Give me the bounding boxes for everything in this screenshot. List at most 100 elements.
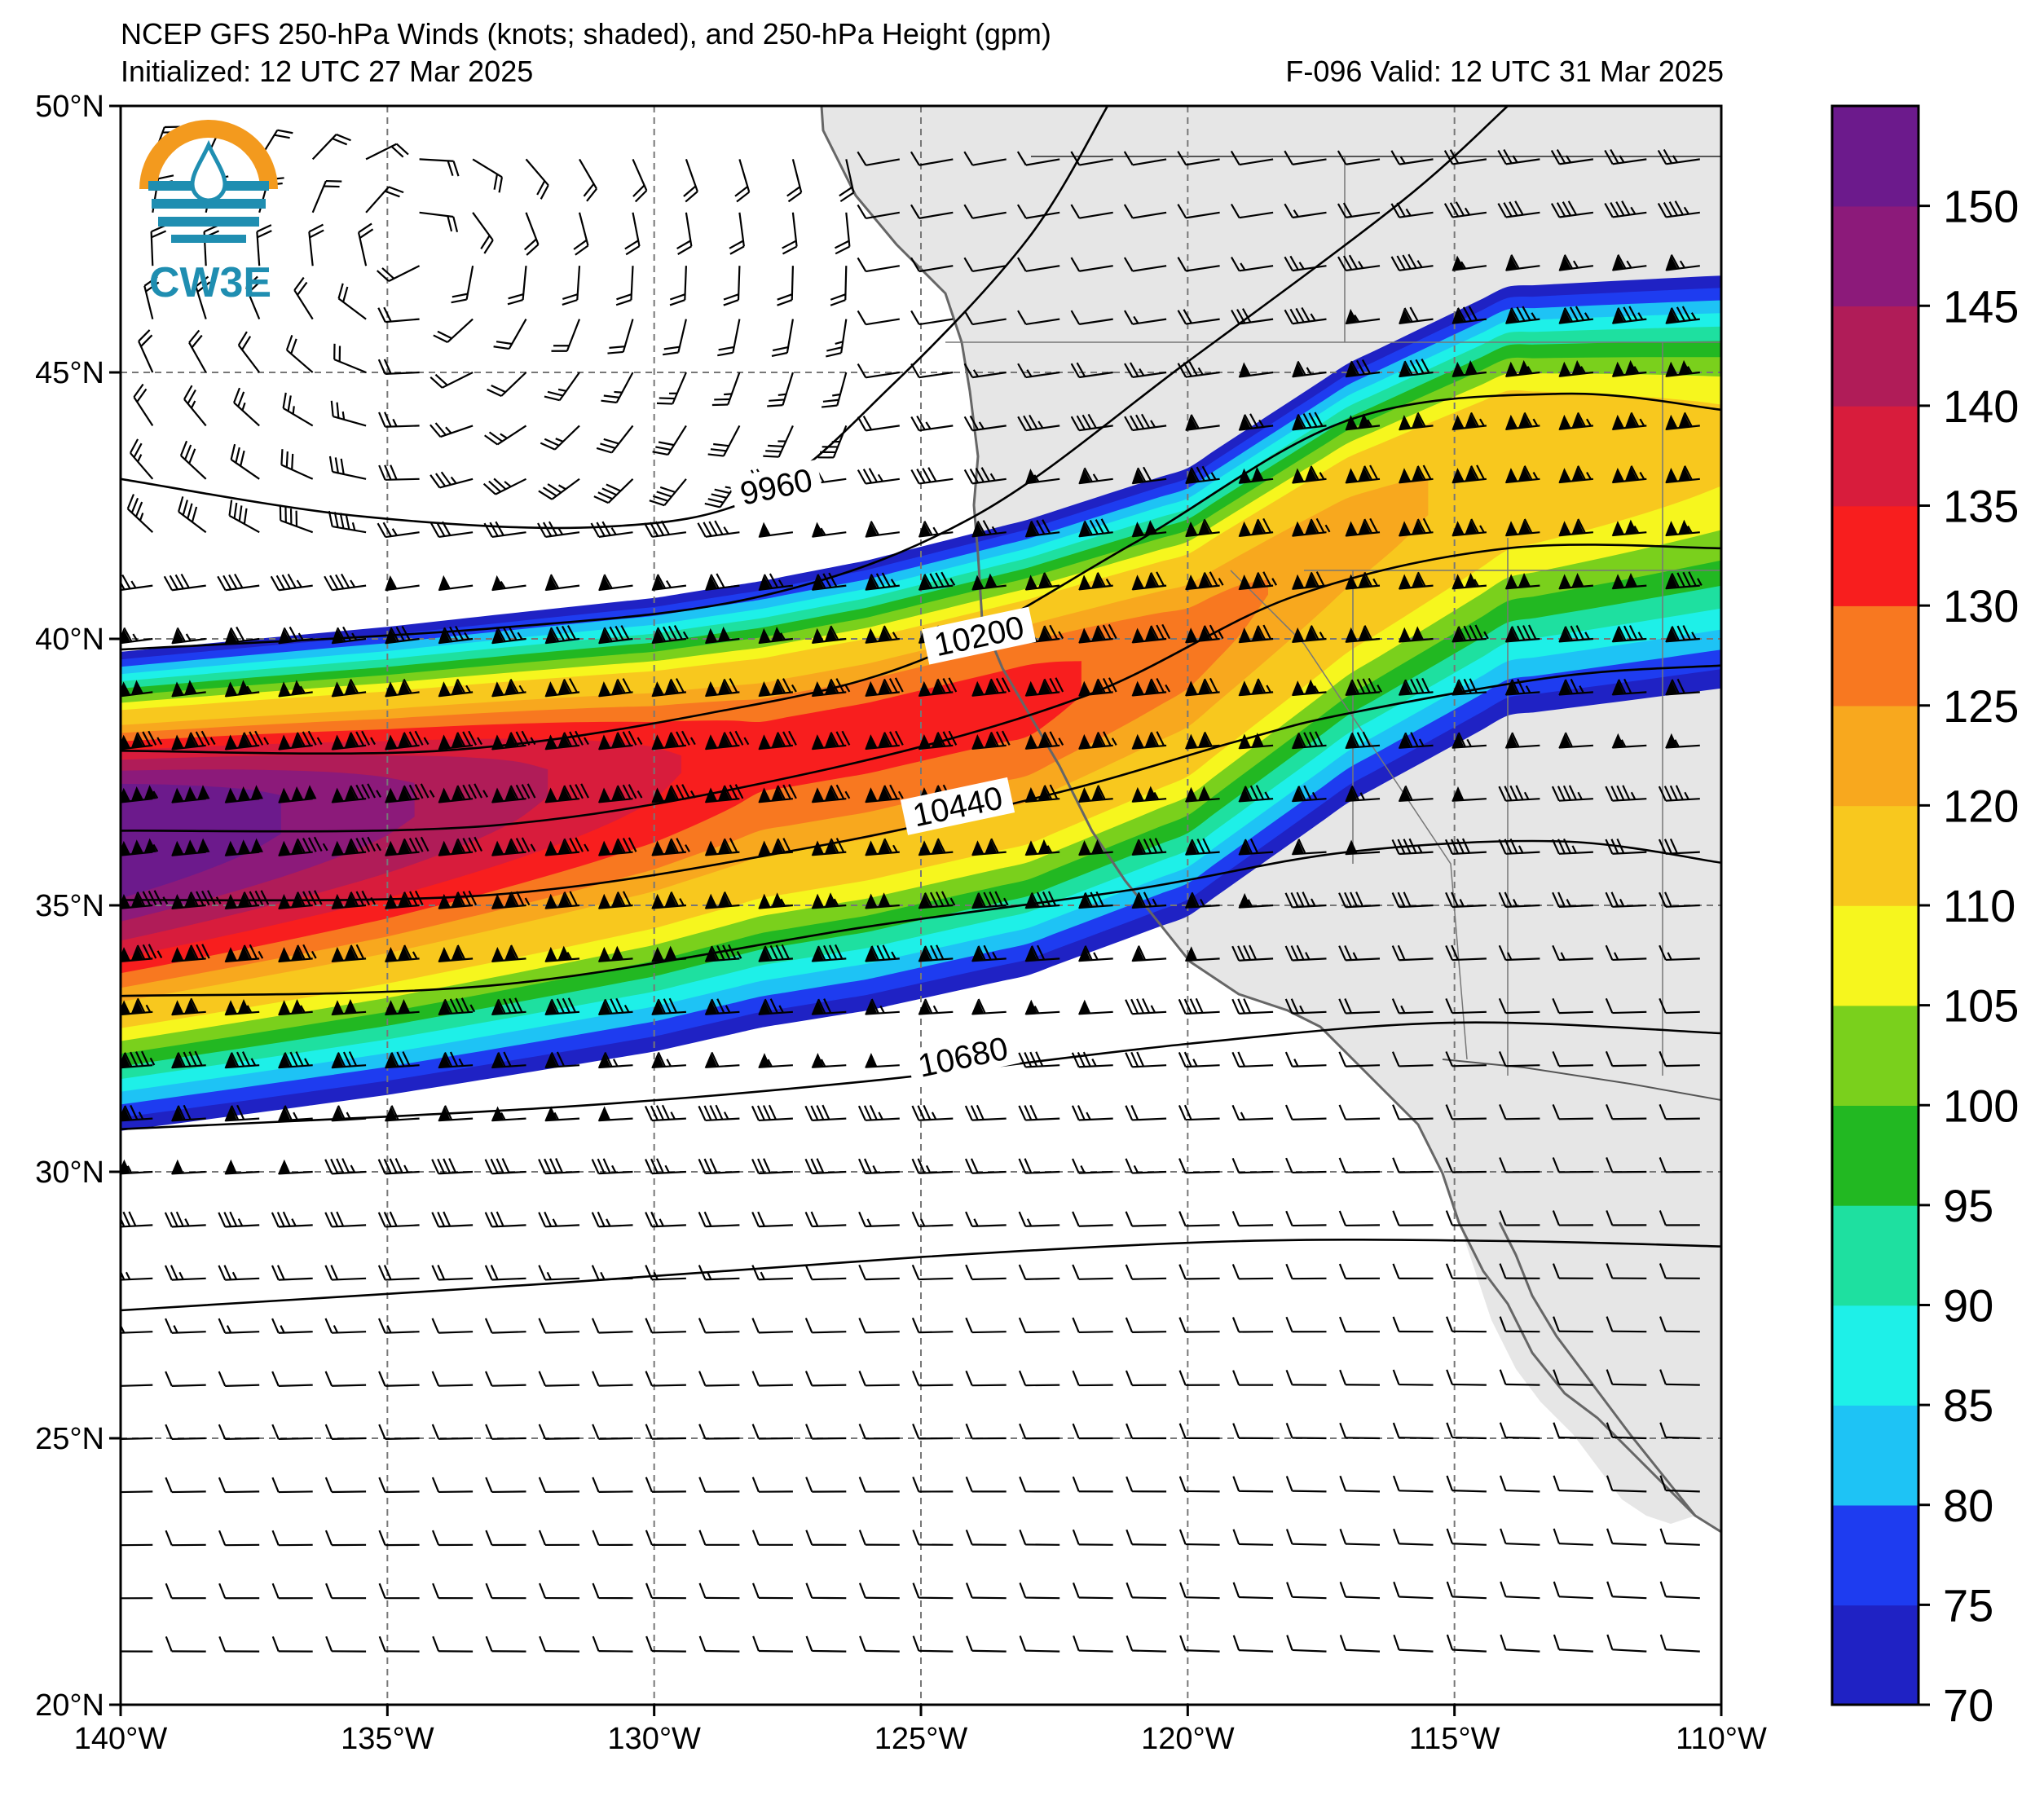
wind-barb bbox=[1499, 1104, 1540, 1120]
wind-barb bbox=[1284, 891, 1327, 909]
logo-wave-4 bbox=[171, 235, 246, 243]
wind-barb bbox=[1391, 1051, 1434, 1067]
wind-barb bbox=[1231, 1317, 1274, 1333]
wind-barb bbox=[918, 944, 954, 962]
wind-barb bbox=[121, 944, 163, 963]
wind-barb bbox=[377, 306, 420, 324]
lat-tick-label: 30°N bbox=[35, 1156, 104, 1190]
wind-barb bbox=[438, 1105, 474, 1122]
wind-barb bbox=[1232, 1529, 1274, 1546]
wind-barb bbox=[723, 266, 741, 306]
wind-barb bbox=[1399, 306, 1434, 325]
wind-barb bbox=[121, 1597, 153, 1600]
wind-barb bbox=[1231, 1211, 1274, 1227]
wind-barb bbox=[271, 1477, 313, 1494]
wind-barb bbox=[1399, 412, 1434, 431]
wind-barb bbox=[817, 425, 848, 459]
contour-label-bg bbox=[729, 460, 824, 513]
wind-barb bbox=[1445, 1051, 1487, 1067]
wind-barb bbox=[704, 838, 740, 856]
wind-barb bbox=[777, 266, 794, 306]
wind-barb bbox=[1558, 254, 1594, 271]
wind-barb bbox=[485, 1371, 526, 1387]
wind-barb bbox=[963, 257, 1007, 273]
wind-barb bbox=[377, 1158, 420, 1175]
wind-barb bbox=[507, 266, 527, 306]
colorbar-tick-label: 150 bbox=[1943, 181, 2019, 232]
wind-barb bbox=[865, 998, 900, 1015]
wind-barb bbox=[282, 392, 314, 427]
wind-barb bbox=[858, 1530, 900, 1546]
wind-barb bbox=[1445, 998, 1487, 1015]
wind-barb bbox=[384, 944, 420, 963]
wind-barb bbox=[1337, 254, 1381, 272]
wind-barb bbox=[1665, 412, 1700, 430]
wind-barb bbox=[1286, 1582, 1327, 1600]
state-borders bbox=[945, 156, 1721, 1076]
wind-barb bbox=[1552, 891, 1593, 909]
wind-barb bbox=[484, 1158, 526, 1175]
wind-barb bbox=[1550, 200, 1594, 218]
wind-barb bbox=[858, 1371, 900, 1387]
wind-barb bbox=[538, 1424, 580, 1440]
colorbar-segment bbox=[1832, 205, 1918, 306]
lat-tick-label: 40°N bbox=[35, 623, 104, 657]
wind-barb bbox=[224, 1051, 260, 1069]
lon-tick-label: 135°W bbox=[341, 1722, 434, 1756]
wind-barb bbox=[1292, 465, 1327, 484]
wind-barb bbox=[1443, 149, 1487, 165]
wind-barb bbox=[485, 1635, 526, 1653]
wind-barb bbox=[865, 572, 900, 591]
wind-barb bbox=[376, 265, 421, 282]
wind-barb bbox=[805, 1477, 847, 1493]
wind-barb bbox=[645, 1158, 686, 1175]
wind-barb bbox=[698, 1583, 740, 1600]
wind-barb bbox=[704, 573, 740, 591]
wind-barb bbox=[1659, 1475, 1700, 1493]
wind-barb bbox=[1659, 1634, 1700, 1653]
wind-barb bbox=[331, 944, 367, 963]
wind-barb bbox=[811, 1053, 847, 1068]
wind-barb bbox=[1605, 1050, 1647, 1067]
wind-barb bbox=[704, 626, 740, 645]
wind-barb bbox=[751, 1158, 793, 1175]
wind-barb bbox=[1231, 998, 1274, 1015]
wind-barb bbox=[1232, 1582, 1274, 1600]
wind-barb bbox=[1392, 1263, 1434, 1279]
wind-barb bbox=[431, 1424, 474, 1440]
wind-barb bbox=[1124, 413, 1167, 432]
wind-barb bbox=[1291, 785, 1327, 803]
wind-barb bbox=[963, 467, 1007, 485]
wind-barb bbox=[912, 1477, 954, 1493]
wind-barb bbox=[910, 310, 954, 326]
wind-barb bbox=[1445, 1210, 1487, 1226]
wind-barb bbox=[651, 1051, 686, 1069]
wind-barb bbox=[1659, 1050, 1700, 1067]
colorbar-segment bbox=[1832, 705, 1918, 807]
lat-tick-label: 25°N bbox=[35, 1422, 104, 1456]
contour-label-bg bbox=[900, 777, 1015, 835]
colorbar-tick-label: 100 bbox=[1943, 1080, 2019, 1131]
height-contour bbox=[121, 1239, 1721, 1312]
wind-barb bbox=[544, 625, 580, 645]
wind-barb bbox=[1131, 891, 1167, 909]
wind-barb bbox=[1131, 677, 1171, 697]
wind-barb bbox=[539, 1583, 580, 1600]
wind-barb bbox=[1024, 891, 1060, 909]
colorbar-segment bbox=[1832, 1405, 1918, 1506]
wind-barb bbox=[1497, 200, 1540, 218]
wind-barb bbox=[385, 679, 420, 698]
wind-barb bbox=[1553, 1316, 1593, 1333]
wind-barb bbox=[1126, 1635, 1167, 1653]
wind-barb bbox=[171, 1050, 206, 1069]
wind-barb bbox=[591, 1265, 633, 1281]
wind-barb bbox=[1177, 151, 1220, 166]
wind-barb bbox=[1558, 306, 1594, 324]
wind-barb bbox=[1285, 1263, 1327, 1280]
wind-barb bbox=[857, 468, 900, 485]
wind-barb bbox=[1285, 1476, 1327, 1493]
wind-barb bbox=[431, 1265, 474, 1281]
wind-barb bbox=[491, 1051, 526, 1069]
wind-barb bbox=[217, 573, 260, 592]
wind-barb bbox=[385, 836, 430, 856]
